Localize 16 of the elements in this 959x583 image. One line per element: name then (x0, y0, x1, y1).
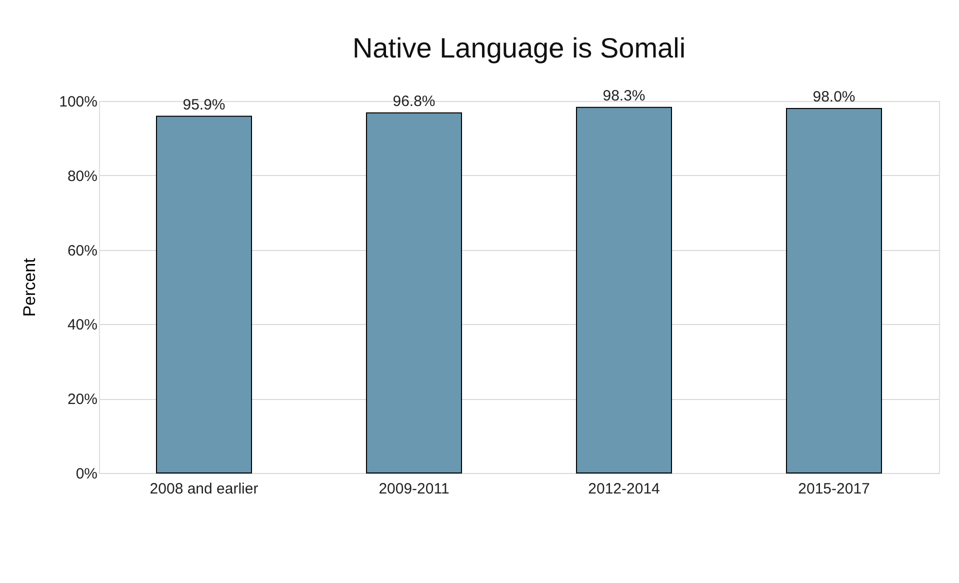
y-tick-label: 40% (67, 316, 98, 334)
data-label: 96.8% (392, 92, 436, 110)
data-label: 98.3% (602, 87, 646, 104)
y-tick-label: 20% (67, 391, 98, 408)
data-label: 95.9% (182, 96, 226, 114)
y-axis-title: Percent (20, 258, 40, 317)
x-tick-label: 2015-2017 (798, 480, 870, 498)
y-tick-label: 100% (59, 94, 98, 110)
chart-title: Native Language is Somali (352, 32, 686, 64)
data-label: 98.0% (812, 88, 856, 106)
x-tick-label: 2009-2011 (378, 480, 450, 498)
x-tick-label: 2008 and earlier (150, 480, 258, 498)
y-tick-label: 80% (67, 168, 98, 185)
x-tick-label: 2012-2014 (588, 480, 660, 498)
y-tick-label: 60% (67, 242, 98, 260)
y-tick-label: 0% (76, 466, 98, 482)
